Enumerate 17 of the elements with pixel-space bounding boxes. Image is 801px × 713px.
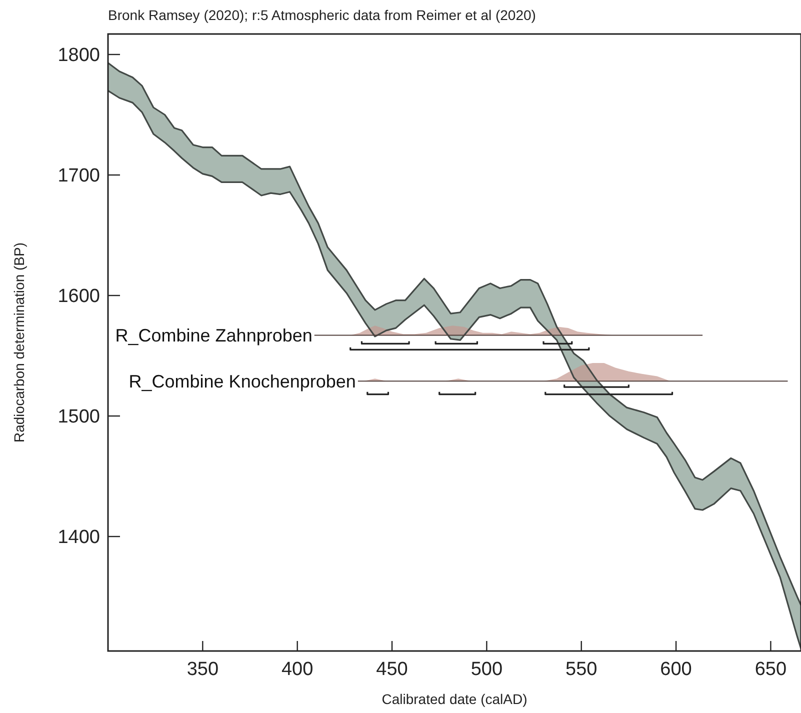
x-tick-label: 400: [281, 659, 314, 680]
y-tick-label: 1500: [58, 406, 100, 428]
x-axis-title: Calibrated date (calAD): [382, 691, 528, 707]
x-tick-label: 450: [376, 659, 408, 680]
chart-title: Bronk Ramsey (2020); r:5 Atmospheric data from Reimer et al (2020): [108, 7, 536, 23]
x-tick-label: 600: [660, 659, 692, 680]
x-tick-label: 500: [470, 659, 503, 680]
y-tick-label: 1700: [58, 166, 100, 187]
y-axis-title: Radiocarbon determination (BP): [11, 242, 27, 442]
y-tick-label: 1600: [58, 286, 100, 308]
series-label: R_Combine Knochenproben: [128, 371, 356, 392]
y-tick-label: 1800: [58, 45, 100, 66]
x-tick-label: 550: [566, 659, 598, 680]
x-tick-label: 650: [754, 659, 787, 680]
series-label: R_Combine Zahnproben: [115, 326, 312, 346]
y-tick-label: 1400: [58, 527, 100, 548]
x-tick-label: 350: [186, 659, 219, 680]
